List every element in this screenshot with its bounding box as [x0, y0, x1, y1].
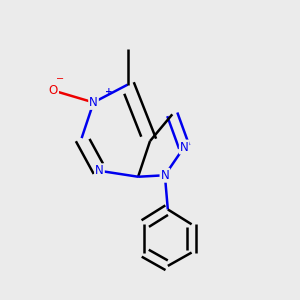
- Text: −: −: [56, 74, 64, 84]
- Text: O: O: [49, 84, 58, 97]
- Text: N: N: [89, 96, 98, 109]
- Text: +: +: [105, 87, 113, 96]
- Text: N: N: [160, 169, 169, 182]
- Text: N: N: [180, 140, 189, 154]
- Text: N: N: [95, 164, 104, 177]
